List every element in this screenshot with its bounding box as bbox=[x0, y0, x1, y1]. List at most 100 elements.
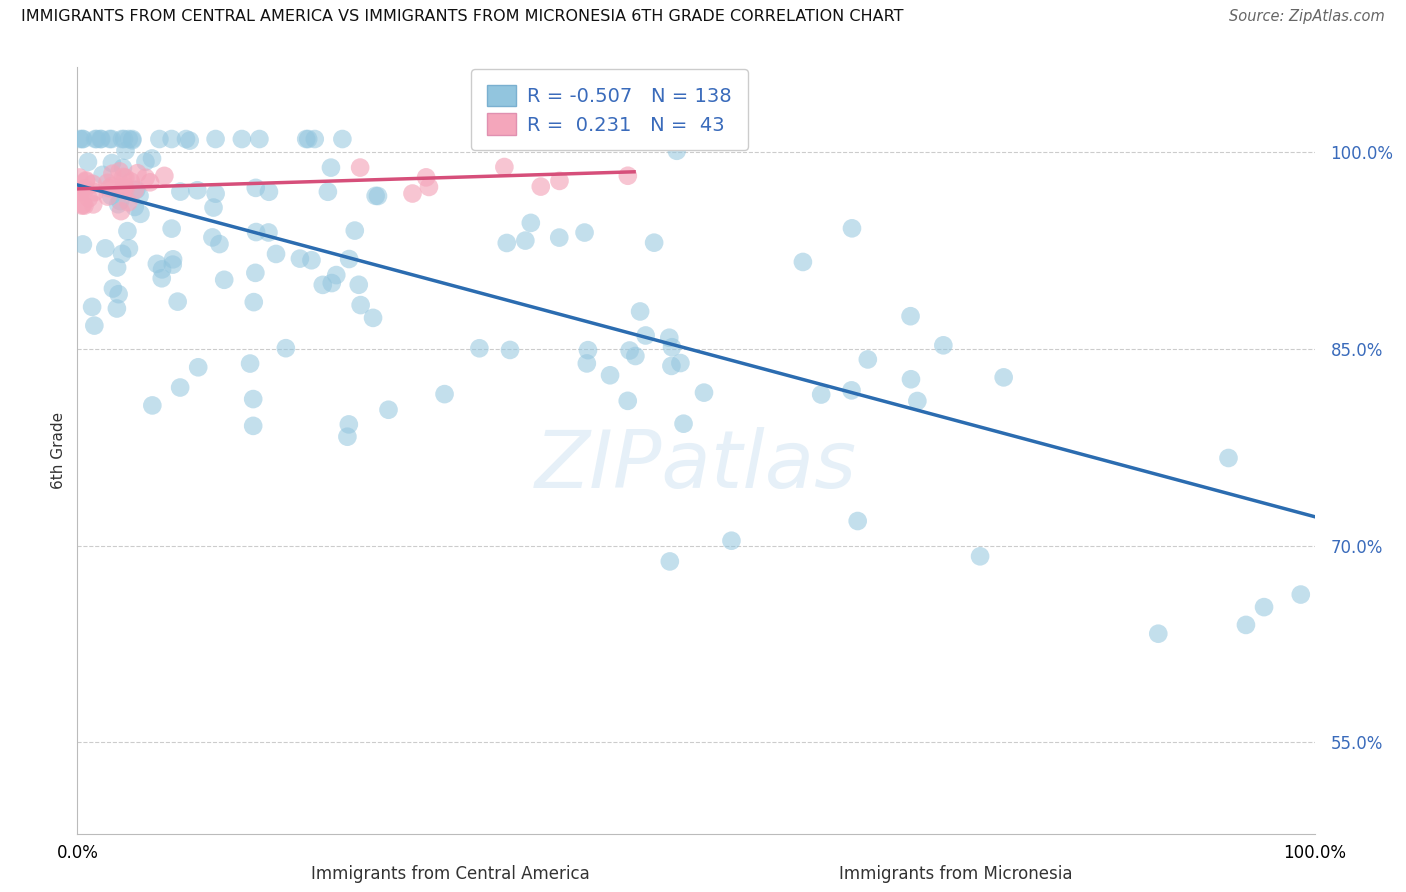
Point bbox=[117, 195, 139, 210]
Point bbox=[72, 132, 94, 146]
Point bbox=[77, 191, 100, 205]
Point bbox=[792, 255, 814, 269]
Point bbox=[141, 398, 163, 412]
Point bbox=[628, 304, 651, 318]
Point bbox=[69, 132, 91, 146]
Point bbox=[932, 338, 955, 352]
Point bbox=[150, 262, 173, 277]
Point bbox=[846, 514, 869, 528]
Point bbox=[377, 402, 399, 417]
Point bbox=[367, 189, 389, 203]
Point bbox=[202, 201, 225, 215]
Point bbox=[494, 160, 516, 174]
Point bbox=[70, 182, 93, 196]
Point bbox=[900, 372, 922, 386]
Point bbox=[658, 331, 681, 345]
Point bbox=[288, 252, 311, 266]
Point bbox=[468, 341, 491, 355]
Point bbox=[69, 185, 91, 199]
Point bbox=[114, 144, 136, 158]
Point bbox=[1253, 600, 1275, 615]
Point bbox=[661, 359, 683, 373]
Point bbox=[120, 174, 142, 188]
Point bbox=[77, 155, 100, 169]
Point bbox=[169, 380, 191, 394]
Point bbox=[82, 177, 104, 191]
Point bbox=[174, 132, 197, 146]
Point bbox=[337, 252, 360, 266]
Point bbox=[94, 241, 117, 255]
Point bbox=[624, 349, 647, 363]
Point bbox=[599, 368, 621, 383]
Point bbox=[148, 132, 170, 146]
Point bbox=[100, 132, 122, 146]
Point bbox=[160, 221, 183, 235]
Point bbox=[401, 186, 423, 201]
Point bbox=[111, 161, 134, 175]
Point bbox=[166, 294, 188, 309]
Point bbox=[98, 181, 121, 195]
Point bbox=[304, 132, 326, 146]
Point bbox=[693, 385, 716, 400]
Point bbox=[433, 387, 456, 401]
Point bbox=[245, 181, 267, 195]
Point bbox=[110, 204, 132, 219]
Point bbox=[121, 133, 143, 147]
Point bbox=[720, 533, 742, 548]
Point bbox=[162, 252, 184, 267]
Point bbox=[121, 132, 143, 146]
Point bbox=[118, 241, 141, 255]
Point bbox=[118, 132, 141, 146]
Point bbox=[1289, 588, 1312, 602]
Point bbox=[114, 182, 136, 196]
Point bbox=[97, 189, 120, 203]
Point bbox=[325, 268, 347, 282]
Point bbox=[114, 178, 136, 193]
Point bbox=[669, 356, 692, 370]
Point bbox=[100, 179, 122, 194]
Point bbox=[295, 132, 318, 146]
Point bbox=[111, 132, 134, 146]
Point bbox=[316, 185, 339, 199]
Point bbox=[96, 176, 118, 190]
Point bbox=[242, 295, 264, 310]
Point bbox=[82, 197, 104, 211]
Point bbox=[127, 166, 149, 180]
Point bbox=[617, 169, 640, 183]
Point bbox=[495, 235, 517, 250]
Point bbox=[101, 281, 124, 295]
Point bbox=[1147, 626, 1170, 640]
Point bbox=[257, 226, 280, 240]
Point bbox=[900, 309, 922, 323]
Point bbox=[969, 549, 991, 564]
Point bbox=[105, 301, 128, 316]
Point bbox=[841, 384, 863, 398]
Point bbox=[75, 173, 97, 187]
Point bbox=[91, 168, 114, 182]
Y-axis label: 6th Grade: 6th Grade bbox=[51, 412, 66, 489]
Point bbox=[179, 134, 201, 148]
Point bbox=[141, 152, 163, 166]
Point bbox=[129, 207, 152, 221]
Point bbox=[105, 260, 128, 275]
Point bbox=[67, 170, 90, 185]
Point bbox=[212, 273, 235, 287]
Point bbox=[418, 180, 440, 194]
Point bbox=[332, 132, 354, 146]
Point bbox=[114, 170, 136, 185]
Point bbox=[856, 352, 879, 367]
Point bbox=[208, 237, 231, 252]
Point bbox=[108, 194, 131, 208]
Point bbox=[810, 387, 832, 401]
Point bbox=[111, 247, 134, 261]
Point bbox=[160, 132, 183, 146]
Point bbox=[83, 318, 105, 333]
Point bbox=[672, 417, 695, 431]
Point bbox=[257, 185, 280, 199]
Point bbox=[117, 224, 139, 238]
Point bbox=[347, 277, 370, 292]
Point bbox=[146, 257, 169, 271]
Point bbox=[905, 394, 928, 409]
Point bbox=[576, 343, 599, 358]
Point bbox=[661, 340, 683, 354]
